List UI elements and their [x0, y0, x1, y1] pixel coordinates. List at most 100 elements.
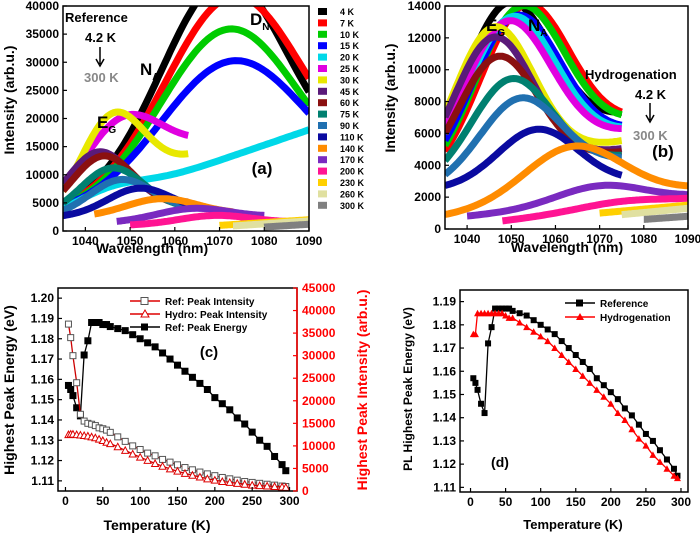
marker-hydro-intensity: [240, 479, 250, 488]
marker-reference: [470, 375, 477, 382]
x-tick-label: 1040: [72, 234, 99, 248]
x-tick-label: 50: [499, 495, 513, 509]
panel-d-axes: 0 50 100 150 200 250 300 1.11 1.12 1.13 1.14 1.15 1.…: [433, 289, 691, 509]
legend-entry: 7 K: [340, 18, 355, 28]
legend-swatch: [318, 110, 327, 118]
y2-tick-label: 10000: [302, 439, 336, 453]
marker-hydro-intensity: [255, 481, 264, 490]
marker-ref-intensity: [106, 428, 114, 436]
marker-reference: [558, 338, 565, 345]
marker-reference: [593, 375, 600, 382]
marker-hydro-intensity: [180, 468, 190, 477]
panel-b-ylabel: Intensity (arb.u.): [382, 44, 398, 153]
x-tick-label: 100: [130, 494, 150, 508]
marker-ref-energy: [271, 452, 279, 460]
x-tick-label: 1090: [675, 232, 700, 246]
panel-a-legend: 4 K7 K 10 K15 K 20 K25 K30 K 45 K60 K 75 K90…: [318, 7, 365, 211]
marker-hydrogenation: [586, 379, 594, 386]
marker-reference: [499, 305, 506, 312]
panel-d: 0 50 100 150 200 250 300 1.11 1.12 1.13 1.14 1.15 1.…: [401, 289, 691, 532]
panel-d-ylabel: PL Highest Peak Energy (eV): [401, 307, 415, 471]
marker-ref-energy: [196, 379, 204, 387]
x-tick-label: 300: [280, 494, 300, 508]
marker-reference: [537, 321, 544, 328]
marker-ref-intensity: [67, 334, 75, 342]
marker-ref-energy: [174, 361, 181, 369]
spectrum-260k: [619, 204, 688, 219]
marker-ref-energy: [256, 436, 264, 444]
marker-hydro-intensity: [158, 461, 167, 470]
y-tick-label: 1.14: [433, 411, 457, 425]
panel-a-reference-label: Reference: [65, 10, 128, 25]
marker-hydro-intensity: [143, 455, 152, 464]
y-tick-label: 30000: [26, 55, 60, 69]
marker-reference: [614, 396, 621, 403]
legend-swatch: [318, 8, 327, 15]
legend-swatch: [318, 190, 327, 198]
marker-hydrogenation: [544, 337, 552, 345]
panel-b-arrow-icon: [645, 103, 655, 124]
x-tick-label: 0: [467, 495, 474, 509]
marker-hydro-intensity: [135, 452, 145, 461]
x-tick-label: 1050: [498, 232, 525, 246]
panel-a-temp-high: 4.2 K: [85, 30, 117, 45]
y-tick-label: 10000: [408, 63, 442, 77]
legend-swatch: [318, 133, 327, 141]
y-tick-label: 1.15: [31, 393, 55, 407]
y2-tick-label: 0: [302, 484, 309, 498]
marker-hydrogenation: [523, 323, 531, 331]
legend-swatch: [318, 122, 327, 129]
marker-hydro-intensity: [188, 470, 197, 479]
legend-swatch: [318, 53, 327, 61]
marker-reference: [663, 456, 670, 463]
marker-ref-energy: [203, 386, 211, 393]
marker-hydro-intensity: [232, 478, 242, 487]
y-tick-label: 1.12: [31, 454, 55, 468]
marker-ref-energy: [106, 323, 114, 331]
y2-tick-label: 40000: [302, 304, 336, 318]
y-tick-label: 1.17: [433, 341, 457, 355]
panel-c-xlabel: Temperature (K): [103, 517, 210, 533]
legend-entry: 45 K: [340, 87, 360, 97]
panel-c-legend: Ref: Peak Intensity Hydro: Peak Intensity…: [130, 297, 268, 334]
marker-hydrogenation: [530, 328, 538, 335]
marker-reference: [485, 340, 492, 347]
marker-hydrogenation: [663, 465, 671, 472]
marker-ref-intensity: [69, 352, 77, 360]
marker-hydrogenation: [649, 451, 657, 458]
x-tick-label: 1050: [117, 234, 144, 248]
plot-frame: [444, 5, 689, 230]
legend-swatch: [318, 99, 327, 107]
x-tick-label: 300: [671, 495, 691, 509]
marker-reference: [628, 412, 635, 419]
legend-entry: 4 K: [340, 7, 355, 17]
marker-ref-energy: [129, 331, 137, 339]
legend-entry: 60 K: [340, 98, 360, 108]
y2-tick-label: 20000: [302, 394, 336, 408]
marker-reference: [481, 410, 488, 417]
marker-ref-energy: [136, 335, 144, 343]
marker-hydro-intensity: [120, 445, 130, 454]
marker-ref-energy: [99, 321, 107, 329]
spectra-group: [445, 6, 688, 225]
legend-swatch: [318, 76, 327, 84]
marker-reference: [544, 326, 551, 333]
marker-ref-energy: [151, 343, 159, 351]
marker-reference: [523, 312, 530, 319]
spectrum-140k: [445, 142, 688, 218]
panel-b-temp-high: 4.2 K: [635, 87, 667, 102]
marker-ref-energy: [159, 349, 167, 357]
marker-hydro-intensity: [165, 464, 175, 473]
y-tick-label: 1.17: [31, 352, 55, 366]
legend-swatch: [318, 65, 327, 72]
marker-hydrogenation: [551, 344, 559, 352]
x-tick-label: 1080: [251, 234, 278, 248]
marker-ref-intensity: [159, 455, 167, 463]
y-tick-label: 25000: [26, 83, 60, 97]
panel-a-na-label: NA: [140, 60, 160, 83]
marker-reference: [495, 305, 502, 312]
y-tick-label: 14000: [408, 0, 442, 13]
marker-ref-energy: [64, 381, 72, 389]
spectrum-200k: [501, 194, 688, 225]
y2-tick-label: 45000: [302, 281, 336, 295]
